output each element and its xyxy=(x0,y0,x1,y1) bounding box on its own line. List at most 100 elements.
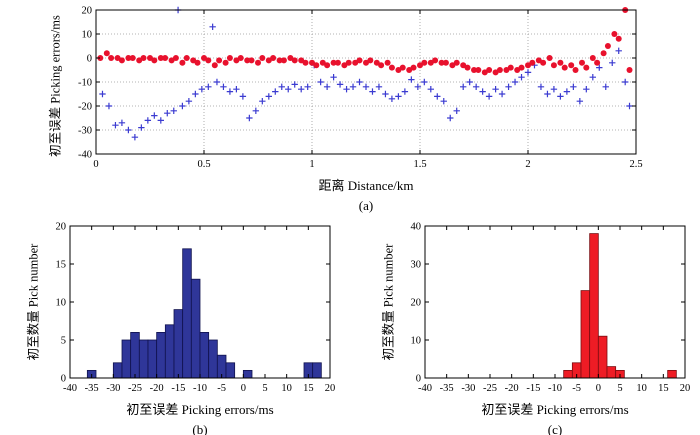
histogram-bar xyxy=(563,369,573,379)
data-point xyxy=(486,67,493,73)
data-point xyxy=(323,83,331,90)
data-point xyxy=(131,134,139,141)
data-point xyxy=(205,83,212,90)
data-point xyxy=(440,98,447,105)
data-point xyxy=(505,83,512,90)
histogram-bar xyxy=(190,278,201,379)
chart-c-caption: (c) xyxy=(547,422,563,435)
data-point xyxy=(460,83,467,90)
data-point xyxy=(345,59,352,66)
data-point xyxy=(185,98,193,105)
data-point xyxy=(285,86,292,93)
data-point xyxy=(496,67,503,73)
grid-lines xyxy=(95,9,637,155)
svg-text:-30: -30 xyxy=(106,383,120,394)
data-point xyxy=(414,83,422,90)
svg-text:-5: -5 xyxy=(572,383,581,394)
chart-b: 初至数量 Pick number -40 -35 -30 -25 -20 -15 -10 -5… xyxy=(26,218,338,435)
data-point xyxy=(244,57,251,64)
data-point xyxy=(272,88,279,95)
data-point xyxy=(529,59,536,66)
data-point xyxy=(472,83,480,90)
data-point xyxy=(498,90,506,98)
data-point xyxy=(330,59,337,66)
data-point xyxy=(524,69,532,76)
data-point xyxy=(511,78,519,86)
histogram-bar xyxy=(173,309,184,379)
svg-text:-35: -35 xyxy=(440,383,454,394)
histogram-bar xyxy=(130,332,140,379)
histogram-bar xyxy=(112,362,123,379)
svg-text:10: 10 xyxy=(82,30,93,41)
data-point xyxy=(129,55,136,61)
data-point xyxy=(162,55,169,61)
svg-text:1: 1 xyxy=(309,159,314,170)
histogram-bar xyxy=(164,324,175,379)
svg-text:10: 10 xyxy=(281,383,292,394)
data-point xyxy=(611,31,618,37)
data-point xyxy=(349,83,357,90)
data-point xyxy=(471,67,477,73)
svg-text:15: 15 xyxy=(303,383,314,394)
chart-b-ylabel: 初至数量 Pick number xyxy=(26,243,41,361)
data-point xyxy=(192,90,199,98)
data-point xyxy=(421,59,428,66)
histogram-bar xyxy=(580,290,591,379)
histogram-bar xyxy=(667,369,677,379)
data-point xyxy=(125,55,132,61)
data-point xyxy=(421,78,428,86)
data-point xyxy=(626,67,633,73)
data-point xyxy=(356,57,363,64)
axis-box xyxy=(69,225,331,379)
data-point xyxy=(485,93,493,100)
svg-text:-35: -35 xyxy=(85,383,99,394)
histogram-bar xyxy=(156,332,166,379)
data-point xyxy=(546,55,553,61)
data-point xyxy=(220,83,227,90)
data-point xyxy=(589,74,596,81)
data-point xyxy=(118,119,126,126)
data-point xyxy=(252,107,260,114)
data-point xyxy=(544,90,551,98)
data-point xyxy=(259,55,266,61)
svg-text:0: 0 xyxy=(61,374,66,385)
data-point xyxy=(356,78,363,86)
data-point xyxy=(447,114,454,122)
svg-text:0: 0 xyxy=(596,383,601,394)
data-point xyxy=(291,57,298,64)
data-point xyxy=(276,57,283,64)
data-point xyxy=(609,59,616,66)
data-point xyxy=(151,57,158,64)
data-point xyxy=(399,64,406,71)
svg-text:0: 0 xyxy=(93,159,98,170)
svg-text:-40: -40 xyxy=(418,383,432,394)
data-point xyxy=(108,55,115,61)
data-point xyxy=(151,112,158,119)
data-point xyxy=(343,86,350,93)
svg-text:20: 20 xyxy=(325,383,336,394)
data-point xyxy=(278,83,285,90)
svg-text:-15: -15 xyxy=(171,383,185,394)
data-point xyxy=(194,59,201,66)
histogram-bar xyxy=(589,233,599,379)
data-point xyxy=(492,86,499,93)
data-point xyxy=(518,64,525,71)
data-point xyxy=(304,83,311,90)
svg-text:-10: -10 xyxy=(78,78,92,89)
data-point xyxy=(540,59,547,66)
data-point xyxy=(561,64,568,71)
data-point xyxy=(384,59,391,66)
data-point xyxy=(118,57,125,64)
data-point xyxy=(563,88,571,95)
svg-text:1.5: 1.5 xyxy=(413,159,426,170)
data-point xyxy=(615,47,622,54)
series-red_circle xyxy=(97,7,633,76)
data-point xyxy=(388,95,396,102)
histogram-bar xyxy=(312,362,322,379)
data-point xyxy=(105,102,113,110)
data-point xyxy=(103,50,110,57)
chart-a-canvas: 0 0.5 1 1.5 2 2.5 20 10 0 -10 -20 -30 -40 xyxy=(78,6,643,171)
histogram-bar xyxy=(182,248,192,379)
series-blue_plus xyxy=(99,6,633,141)
data-point xyxy=(408,76,415,83)
